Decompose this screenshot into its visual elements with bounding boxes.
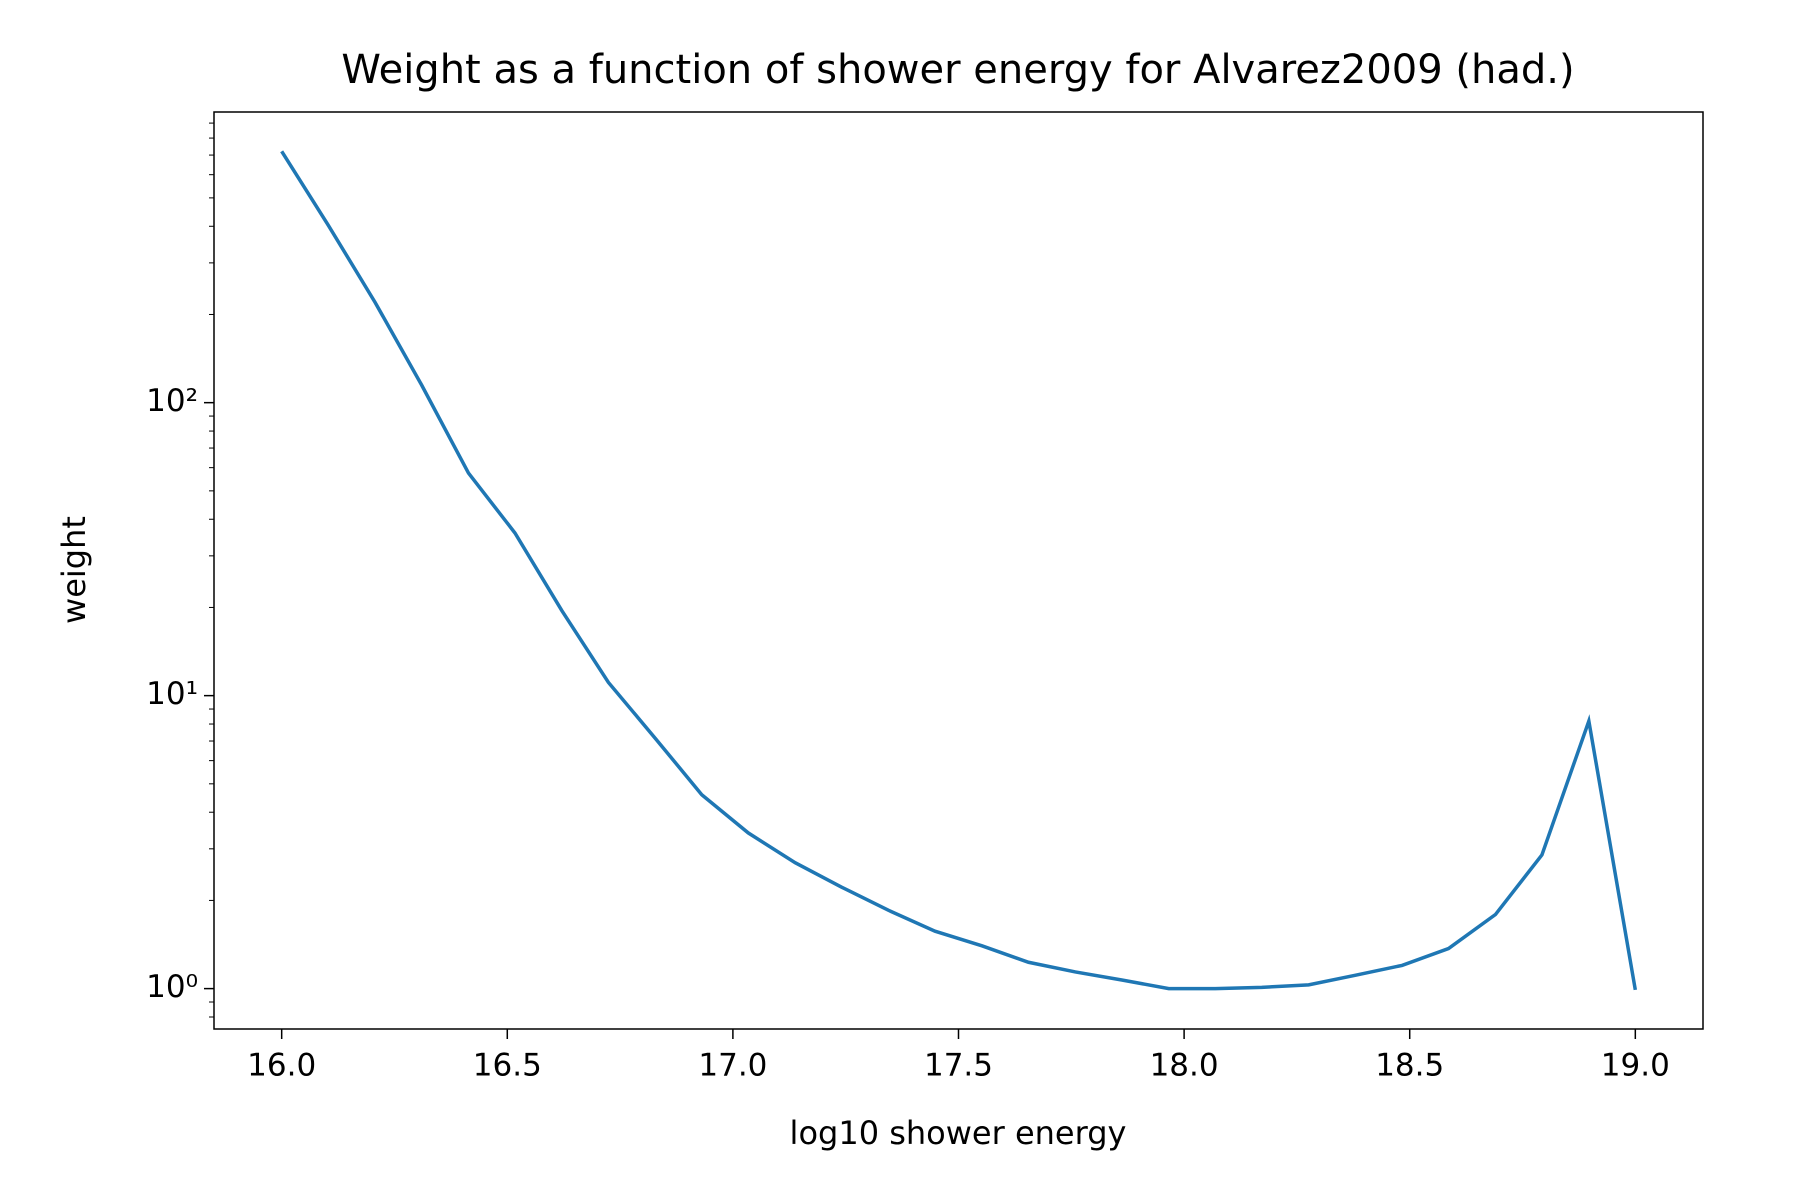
data-line	[280, 150, 1638, 991]
y-tick-label: 10¹	[146, 676, 198, 712]
plot-frame	[213, 111, 1704, 1030]
y-tick-label: 10²	[146, 383, 198, 419]
x-tick-label: 17.5	[924, 1048, 993, 1084]
y-tick-label: 10⁰	[146, 969, 198, 1005]
y-axis-label: weight	[55, 516, 93, 624]
x-axis-label: log10 shower energy	[790, 1114, 1127, 1152]
chart-title: Weight as a function of shower energy fo…	[341, 47, 1574, 93]
x-tick-label: 16.5	[473, 1048, 542, 1084]
x-tick-label: 18.0	[1150, 1048, 1219, 1084]
x-tick-label: 19.0	[1601, 1048, 1670, 1084]
x-tick-label: 17.0	[698, 1048, 767, 1084]
x-tick-label: 16.0	[247, 1048, 316, 1084]
x-tick-label: 18.5	[1375, 1048, 1444, 1084]
